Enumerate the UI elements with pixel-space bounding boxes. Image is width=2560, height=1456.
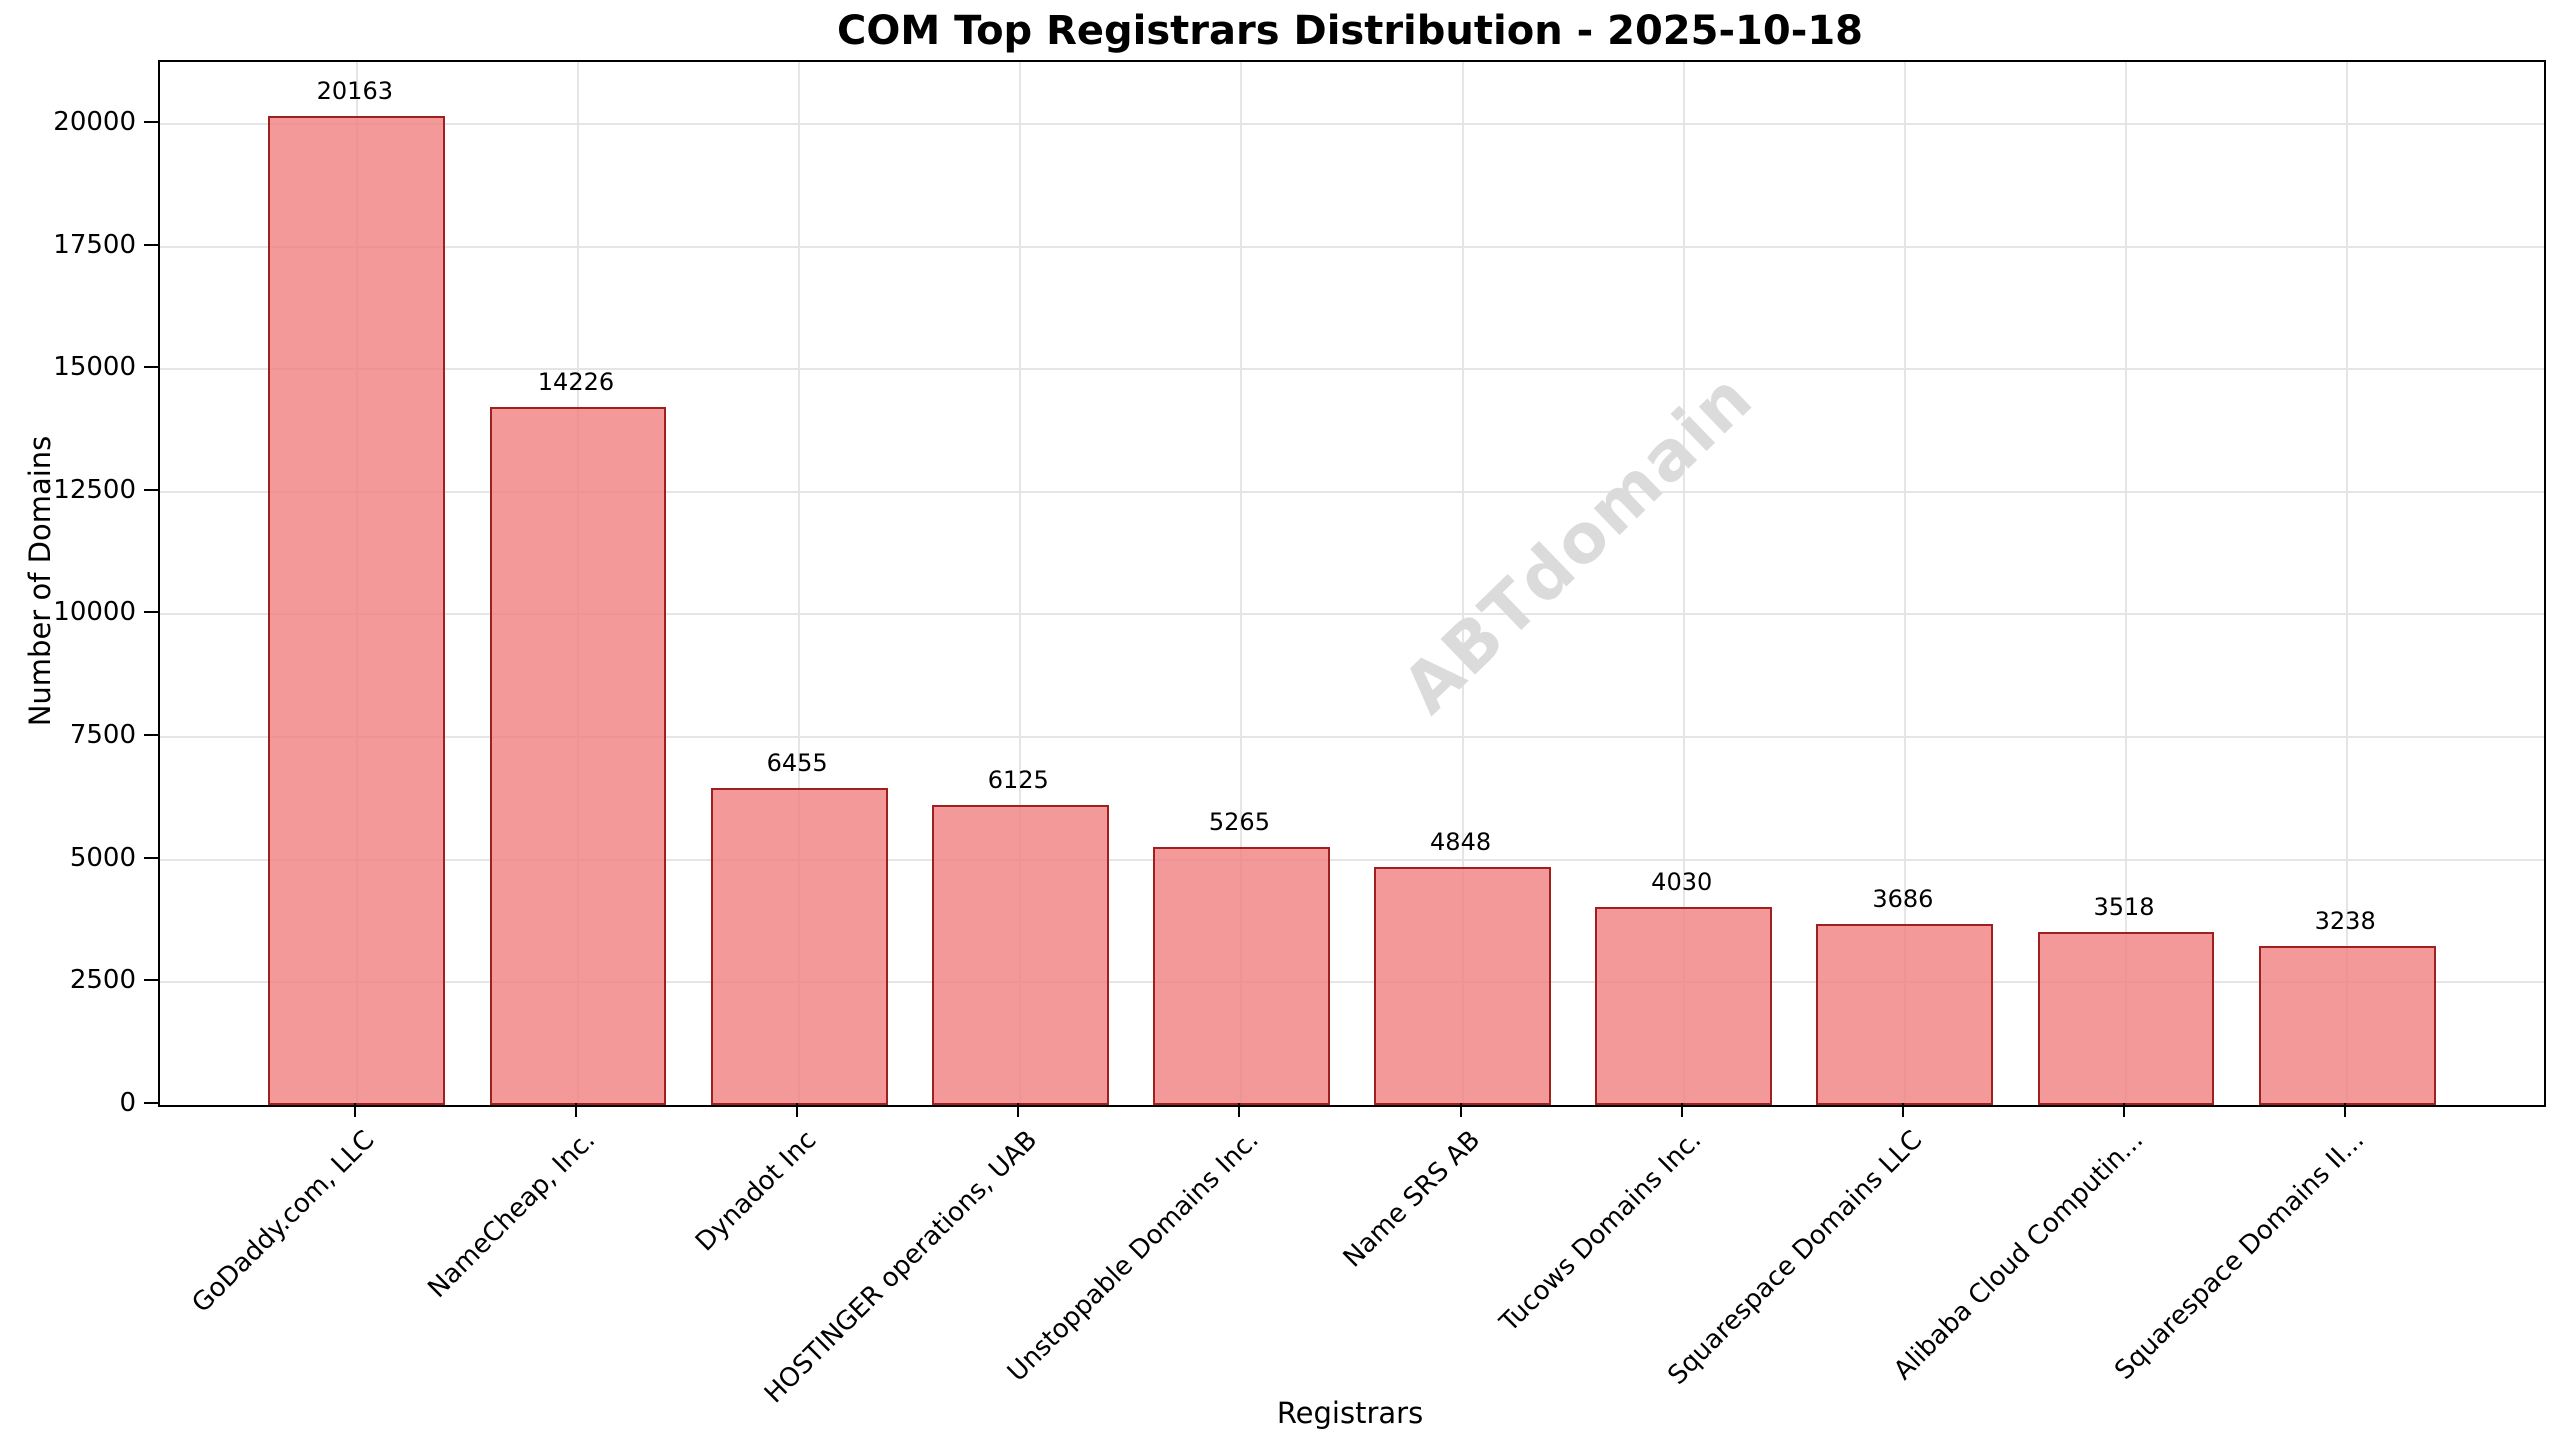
watermark: ABTdomain [1388,357,1769,730]
x-gridline [1240,62,1243,1105]
plot-area: ABTdomain [158,60,2546,1107]
x-gridline [1019,62,1022,1105]
y-gridline [160,736,2544,739]
bar [268,116,446,1105]
bar [931,804,1109,1105]
x-gridline [798,62,801,1105]
bar-value-label: 4848 [1430,828,1492,857]
y-tick [144,611,158,614]
x-gridline [1682,62,1685,1105]
y-gridline [160,858,2544,861]
y-tick [144,734,158,737]
x-tick-label: Squarespace Domains LLC [1662,1125,1929,1391]
bar [1816,924,1994,1105]
x-tick [1901,1103,1904,1117]
y-tick-label: 12500 [53,474,136,505]
bar-value-label: 14226 [537,368,615,397]
y-gridline [160,368,2544,371]
bar-value-label: 20163 [316,77,393,105]
x-tick [796,1103,799,1117]
y-gridline [160,122,2544,125]
y-gridline [160,490,2544,493]
x-gridline [1903,62,1906,1105]
x-tick-label: Dynadot Inc [690,1125,823,1258]
y-tick [144,856,158,859]
x-tick-label: Name SRS AB [1337,1125,1486,1274]
bar-value-label: 3518 [2093,893,2155,922]
bar [1152,846,1330,1105]
y-tick-label: 17500 [53,229,136,260]
bar [710,788,888,1105]
x-tick-label: Tucows Domains Inc. [1494,1125,1707,1338]
bar [489,407,667,1105]
x-tick [1680,1103,1683,1117]
bar-value-label: 5265 [1208,807,1270,836]
x-tick-label: Unstoppable Domains Inc. [1001,1125,1265,1388]
bar [2037,932,2215,1105]
bar-value-label: 6125 [987,765,1049,794]
x-tick-label: HOSTINGER operations, UAB [759,1125,1044,1410]
y-tick [144,979,158,982]
y-gridline [160,981,2544,984]
x-tick [2123,1103,2126,1117]
x-tick-label: NameCheap, Inc. [422,1125,602,1304]
y-tick-label: 2500 [69,965,136,996]
x-tick [353,1103,356,1117]
x-tick-label: Squarespace Domains II... [2109,1125,2371,1386]
y-gridline [160,613,2544,616]
bar-value-label: 3238 [2314,907,2376,936]
bar-value-label: 4030 [1651,868,1713,897]
y-tick-label: 20000 [53,106,136,137]
x-tick-label: Alibaba Cloud Computin... [1888,1125,2150,1386]
bar [2258,946,2436,1105]
x-tick [1238,1103,1241,1117]
y-tick [144,120,158,123]
x-tick [1017,1103,1020,1117]
x-tick-label: GoDaddy.com, LLC [186,1125,381,1319]
y-tick [144,488,158,491]
y-tick-label: 5000 [69,842,136,873]
x-gridline [2125,62,2128,1105]
x-gridline [1461,62,1464,1105]
chart-title: COM Top Registrars Distribution - 2025-1… [837,8,1863,54]
x-tick [574,1103,577,1117]
x-axis-label: Registrars [1276,1396,1424,1430]
bar-value-label: 6455 [766,749,828,778]
y-tick-label: 7500 [69,720,136,751]
y-tick-label: 10000 [53,597,136,628]
bar [1374,867,1552,1105]
x-gridline [2346,62,2349,1105]
x-tick [1459,1103,1462,1117]
y-tick-label: 15000 [53,352,136,383]
y-tick-label: 0 [119,1088,136,1118]
y-gridline [160,245,2544,248]
y-tick [144,1102,158,1104]
y-tick [144,366,158,369]
y-tick [144,243,158,246]
bar [1595,907,1773,1105]
x-tick [2344,1103,2347,1117]
bar-value-label: 3686 [1872,885,1934,914]
